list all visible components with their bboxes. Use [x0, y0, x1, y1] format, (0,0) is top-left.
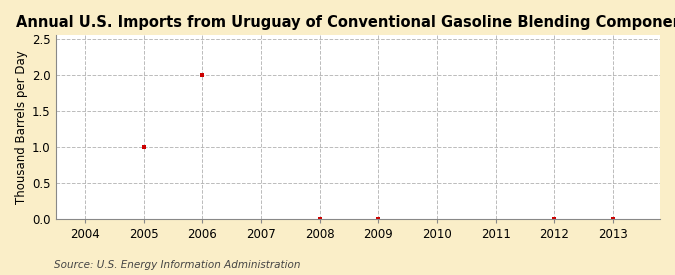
Text: Source: U.S. Energy Information Administration: Source: U.S. Energy Information Administ…	[54, 260, 300, 270]
Y-axis label: Thousand Barrels per Day: Thousand Barrels per Day	[15, 50, 28, 204]
Title: Annual U.S. Imports from Uruguay of Conventional Gasoline Blending Components: Annual U.S. Imports from Uruguay of Conv…	[16, 15, 675, 30]
